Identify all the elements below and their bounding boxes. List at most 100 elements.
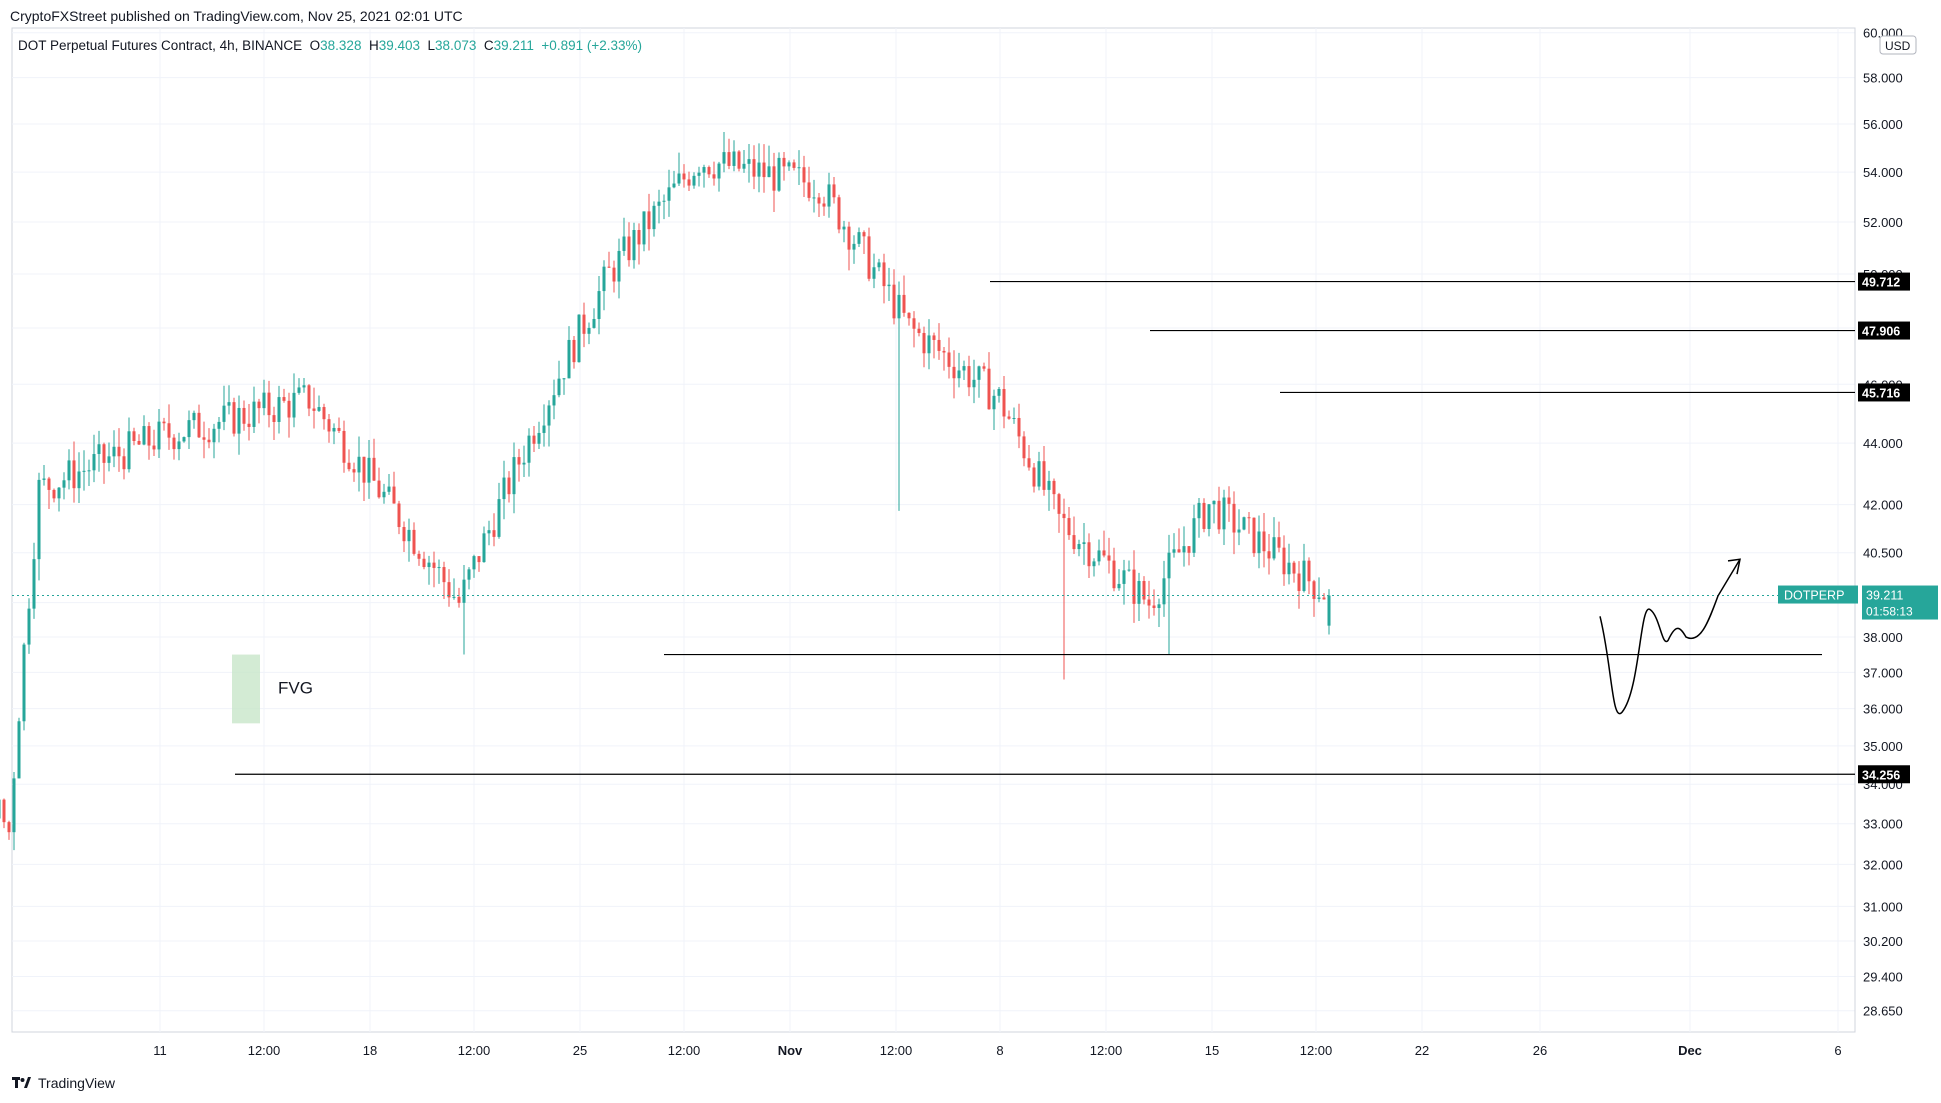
- candle-body: [352, 469, 356, 473]
- candle-body: [747, 159, 751, 164]
- candle-body: [287, 400, 291, 418]
- candle-body: [1132, 569, 1136, 604]
- candle-body: [1162, 578, 1166, 605]
- candle-body: [207, 439, 211, 443]
- candle-body: [467, 569, 471, 580]
- candle-body: [367, 457, 371, 483]
- candle-body: [1197, 502, 1201, 519]
- candle-body: [862, 232, 866, 237]
- low-label: L: [427, 38, 436, 53]
- candle-body: [837, 197, 841, 230]
- candle-body: [92, 454, 96, 471]
- candle-body: [807, 182, 811, 198]
- candle-body: [62, 480, 66, 488]
- fvg-box: [232, 654, 260, 724]
- candle-body: [117, 446, 121, 457]
- candle-body: [257, 401, 261, 409]
- symbol-label: DOTPERP: [1784, 589, 1844, 603]
- candle-body: [457, 596, 461, 603]
- candle-body: [27, 608, 31, 645]
- candle-body: [312, 408, 316, 411]
- candle-body: [557, 378, 561, 396]
- candle-body: [122, 456, 126, 470]
- candle-body: [562, 378, 566, 380]
- candle-body: [1092, 561, 1096, 567]
- candle-body: [937, 339, 941, 351]
- candle-body: [332, 427, 336, 432]
- x-tick-label: Nov: [778, 1043, 803, 1058]
- candle-body: [797, 167, 801, 169]
- candle-body: [1102, 550, 1106, 556]
- candle-body: [1047, 480, 1051, 490]
- candle-body: [1152, 605, 1156, 609]
- tradingview-logo-icon: [12, 1077, 31, 1088]
- candle-body: [277, 397, 281, 422]
- candle-body: [282, 397, 286, 401]
- candle-body: [692, 175, 696, 186]
- open-label: O: [309, 38, 321, 53]
- candle-body: [1322, 597, 1326, 600]
- candle-body: [717, 163, 721, 179]
- candle-body: [952, 366, 956, 379]
- candle-body: [782, 157, 786, 167]
- candle-body: [327, 419, 331, 432]
- candle-body: [1317, 597, 1321, 599]
- candle-body: [587, 327, 591, 334]
- candle-body: [237, 407, 241, 434]
- candle-body: [657, 201, 661, 206]
- candle-body: [377, 480, 381, 498]
- candle-body: [1052, 480, 1056, 495]
- candle-body: [1297, 573, 1301, 591]
- candle-body: [1012, 417, 1016, 419]
- tradingview-brand: TradingView: [38, 1075, 116, 1091]
- candle-body: [1097, 550, 1101, 562]
- candle-body: [392, 486, 396, 504]
- price-level-tag: [1858, 765, 1910, 784]
- candle-body: [607, 266, 611, 268]
- candle-body: [577, 314, 581, 363]
- candle-body: [517, 457, 521, 465]
- x-tick-label: 12:00: [1300, 1043, 1333, 1058]
- candle-body: [477, 556, 481, 563]
- y-tick-label: 35.000: [1863, 739, 1903, 754]
- candle-body: [102, 444, 106, 463]
- candle-body: [602, 266, 606, 292]
- candle-body: [1257, 531, 1261, 554]
- candle-body: [702, 167, 706, 173]
- candle-body: [1147, 599, 1151, 606]
- candle-body: [987, 368, 991, 410]
- candle-body: [1172, 549, 1176, 553]
- y-tick-label: 38.000: [1863, 630, 1903, 645]
- candle-body: [72, 460, 76, 489]
- candle-body: [1087, 542, 1091, 567]
- candle-body: [917, 328, 921, 333]
- currency-box: [1879, 35, 1917, 55]
- high-label: H: [368, 38, 379, 53]
- candle-body: [337, 427, 341, 431]
- candle-body: [902, 294, 906, 313]
- candle-body: [662, 200, 666, 202]
- close-label: C: [483, 38, 494, 53]
- candle-body: [217, 421, 221, 429]
- candle-body: [882, 262, 886, 287]
- candle-body: [302, 385, 306, 388]
- candle-body: [412, 529, 416, 554]
- candle-body: [1277, 537, 1281, 548]
- candle-body: [292, 392, 296, 418]
- candle-body: [927, 335, 931, 354]
- candle-body: [142, 426, 146, 445]
- projection-path: [1599, 558, 1741, 715]
- tradingview-footer[interactable]: TradingView: [12, 1075, 115, 1091]
- candle-body: [507, 477, 511, 495]
- symbol-tag: [1778, 585, 1858, 604]
- candle-body: [1072, 535, 1076, 550]
- x-tick-label: 22: [1415, 1043, 1429, 1058]
- candle-body: [1082, 542, 1086, 545]
- candle-body: [372, 457, 376, 481]
- candle-body: [527, 435, 531, 463]
- candle-body: [1287, 562, 1291, 575]
- candle-body: [132, 431, 136, 441]
- candle-body: [497, 499, 501, 537]
- candle-body: [442, 567, 446, 583]
